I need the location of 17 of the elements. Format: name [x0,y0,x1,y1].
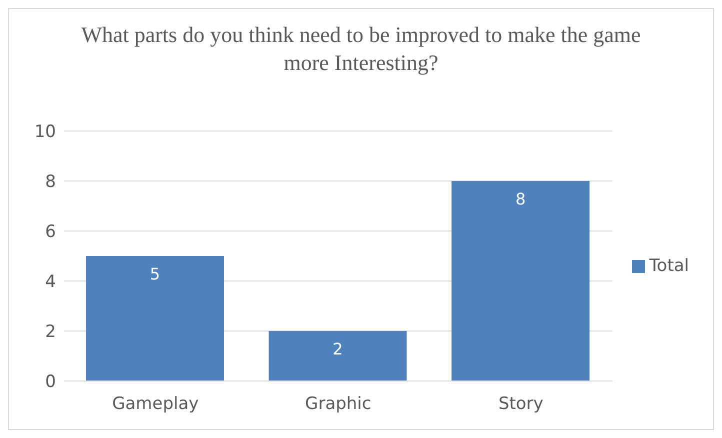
x-tick-label: Gameplay [112,394,199,414]
y-tick-label: 0 [45,372,56,392]
y-tick-label: 6 [45,222,56,242]
bar [268,331,407,381]
bar [452,181,590,381]
x-tick-label: Graphic [305,394,372,414]
y-tick-label: 2 [45,322,56,342]
data-label: 5 [150,264,160,284]
bar [86,256,224,381]
y-tick-label: 10 [34,122,56,142]
y-tick-label: 8 [45,172,56,192]
data-label: 8 [515,189,526,208]
data-label: 2 [332,339,343,358]
y-tick-label: 4 [45,272,56,292]
x-tick-label: Story [498,394,544,414]
chart-title: What parts do you think need to be improved to make the game more Interesting? [81,21,641,77]
legend-label: Total [649,256,689,276]
